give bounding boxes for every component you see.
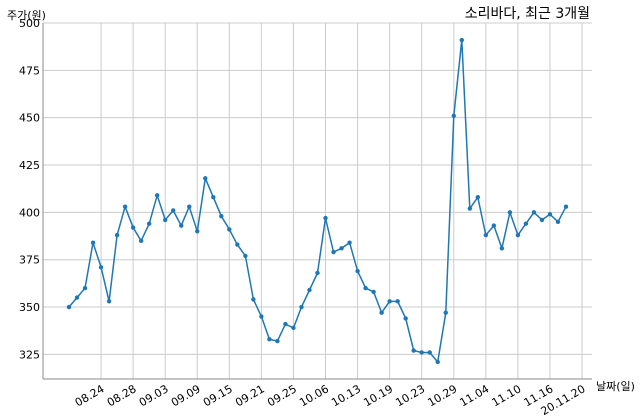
y-tick-label: 500 [19, 17, 40, 30]
price-point [122, 204, 128, 209]
price-point [347, 240, 352, 245]
price-point [403, 316, 408, 321]
x-axis-label: 날짜(일) [596, 379, 635, 393]
x-tick-label: 09.03 [137, 382, 171, 409]
y-tick-label: 375 [19, 254, 40, 267]
x-tick-label: 10.06 [297, 382, 331, 409]
price-point [146, 221, 152, 226]
price-point [251, 297, 256, 302]
price-point [114, 232, 120, 238]
price-point [219, 213, 224, 219]
price-point [211, 195, 216, 200]
price-point [507, 210, 513, 215]
y-axis-label: 주가(원) [7, 9, 46, 22]
price-point [299, 304, 304, 310]
price-point [523, 221, 529, 226]
price-point [411, 348, 416, 353]
price-point [154, 193, 160, 198]
x-tick-label: 10.13 [329, 382, 363, 409]
price-point [307, 287, 312, 293]
y-tick-label: 450 [19, 112, 40, 125]
price-point [483, 232, 489, 238]
price-point [243, 253, 248, 259]
price-point [515, 232, 521, 238]
price-point [275, 338, 280, 344]
price-point [130, 225, 136, 230]
price-point [555, 219, 561, 225]
price-point [563, 204, 569, 209]
price-point [475, 195, 481, 200]
price-point [267, 337, 272, 342]
price-point [339, 246, 344, 251]
x-tick-label: 11.10 [490, 382, 524, 409]
price-point [539, 217, 545, 223]
price-point [323, 215, 328, 221]
price-point [106, 299, 112, 304]
price-point [491, 223, 497, 228]
x-tick-label: 08.24 [73, 382, 107, 409]
price-point [203, 176, 208, 181]
x-tick-label: 10.23 [393, 382, 427, 409]
y-tick-label: 425 [19, 159, 40, 172]
x-tick-labels: 08.2408.2809.0309.0909.1509.2109.2510.06… [73, 382, 588, 418]
x-tick-label: 10.19 [361, 382, 395, 409]
price-point [467, 206, 473, 211]
price-point [355, 268, 360, 274]
price-point [162, 217, 168, 223]
price-point [74, 295, 80, 300]
price-point [283, 321, 288, 327]
y-tick-label: 475 [19, 64, 40, 77]
price-point [499, 246, 505, 251]
price-point [531, 210, 537, 215]
x-tick-label: 09.09 [169, 382, 203, 409]
price-series [66, 37, 569, 365]
price-point [171, 208, 176, 213]
price-point [98, 265, 104, 270]
axes [42, 23, 592, 380]
price-point [363, 285, 368, 291]
y-tick-labels: 325 350 375 400 425 450 475 500 [19, 17, 40, 361]
price-point [435, 359, 440, 365]
chart-title: 소리바다, 최근 3개월 [465, 6, 590, 22]
price-point [395, 299, 400, 304]
y-tick-label: 350 [19, 301, 40, 314]
price-point [82, 285, 88, 291]
price-point [235, 242, 240, 247]
price-point [195, 229, 200, 234]
price-point [291, 325, 296, 331]
price-point [387, 299, 392, 304]
price-point [459, 37, 464, 43]
price-point [315, 270, 320, 276]
price-point [259, 314, 264, 319]
price-point [451, 113, 456, 118]
y-tick-label: 325 [19, 348, 40, 361]
x-tick-label: 09.21 [233, 382, 267, 409]
price-point [443, 310, 448, 315]
price-point [547, 212, 553, 217]
grid-lines [43, 22, 592, 379]
x-tick-label: 08.28 [105, 382, 139, 409]
x-tick-label: 09.15 [201, 382, 235, 409]
x-tick-label: 11.04 [458, 382, 492, 409]
price-point [379, 310, 384, 315]
price-line [68, 39, 567, 364]
price-point [138, 238, 144, 243]
price-point [331, 249, 336, 255]
price-point [179, 223, 184, 228]
price-point [66, 304, 72, 310]
price-point [90, 240, 96, 245]
price-point [419, 350, 424, 355]
price-point [187, 204, 192, 209]
x-tick-label: 09.25 [265, 382, 299, 409]
price-point [427, 350, 432, 355]
price-point [371, 289, 376, 295]
x-tick-label: 10.29 [425, 382, 459, 409]
y-tick-label: 400 [19, 206, 40, 219]
price-point [227, 227, 232, 232]
